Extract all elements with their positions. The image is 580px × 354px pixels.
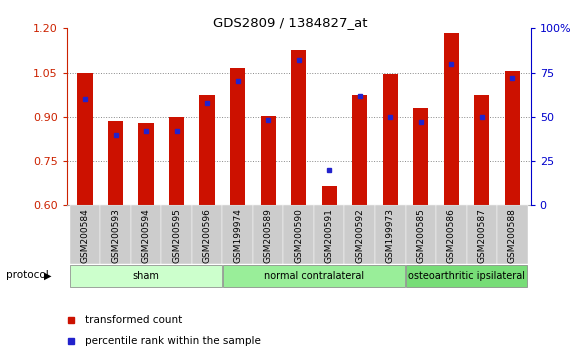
Text: GSM200587: GSM200587 xyxy=(477,208,487,263)
Bar xyxy=(253,205,284,264)
Bar xyxy=(436,205,466,264)
Bar xyxy=(230,68,245,205)
Bar xyxy=(200,95,215,205)
Bar xyxy=(466,205,497,264)
Text: GSM199974: GSM199974 xyxy=(233,208,242,263)
Text: GSM200591: GSM200591 xyxy=(325,208,333,263)
Bar xyxy=(375,205,405,264)
Bar xyxy=(291,50,306,205)
Bar xyxy=(100,205,131,264)
Text: GSM200592: GSM200592 xyxy=(356,208,364,263)
Bar xyxy=(108,121,123,205)
Text: GSM200589: GSM200589 xyxy=(264,208,273,263)
Text: GSM200594: GSM200594 xyxy=(142,208,151,263)
Bar xyxy=(131,205,161,264)
Bar xyxy=(413,108,429,205)
Bar xyxy=(192,205,222,264)
Text: GSM200596: GSM200596 xyxy=(202,208,212,263)
Text: GSM200593: GSM200593 xyxy=(111,208,120,263)
Bar xyxy=(383,74,398,205)
Bar xyxy=(444,33,459,205)
Bar xyxy=(321,186,337,205)
Text: GSM199973: GSM199973 xyxy=(386,208,395,263)
Text: percentile rank within the sample: percentile rank within the sample xyxy=(85,336,260,346)
Bar xyxy=(352,95,367,205)
Text: GSM200590: GSM200590 xyxy=(294,208,303,263)
Bar xyxy=(474,95,490,205)
Bar xyxy=(406,265,527,287)
Text: GSM200595: GSM200595 xyxy=(172,208,181,263)
Text: protocol: protocol xyxy=(6,270,49,280)
Bar xyxy=(345,205,375,264)
Text: osteoarthritic ipsilateral: osteoarthritic ipsilateral xyxy=(408,270,525,281)
Bar xyxy=(284,205,314,264)
Text: GSM200585: GSM200585 xyxy=(416,208,425,263)
Bar xyxy=(497,205,528,264)
Bar xyxy=(260,116,276,205)
Bar xyxy=(314,205,345,264)
Text: sham: sham xyxy=(133,270,160,281)
Bar xyxy=(77,73,93,205)
Text: GSM200584: GSM200584 xyxy=(81,208,89,263)
Bar xyxy=(169,118,184,205)
Text: GDS2809 / 1384827_at: GDS2809 / 1384827_at xyxy=(213,16,367,29)
Bar xyxy=(505,71,520,205)
Bar xyxy=(223,265,405,287)
Text: GSM200586: GSM200586 xyxy=(447,208,456,263)
Bar xyxy=(222,205,253,264)
Bar xyxy=(70,205,100,264)
Text: normal contralateral: normal contralateral xyxy=(264,270,364,281)
Bar xyxy=(405,205,436,264)
Text: transformed count: transformed count xyxy=(85,315,182,325)
Bar xyxy=(70,265,222,287)
Text: GSM200588: GSM200588 xyxy=(508,208,517,263)
Text: ▶: ▶ xyxy=(45,270,52,280)
Bar xyxy=(161,205,192,264)
Bar xyxy=(139,123,154,205)
